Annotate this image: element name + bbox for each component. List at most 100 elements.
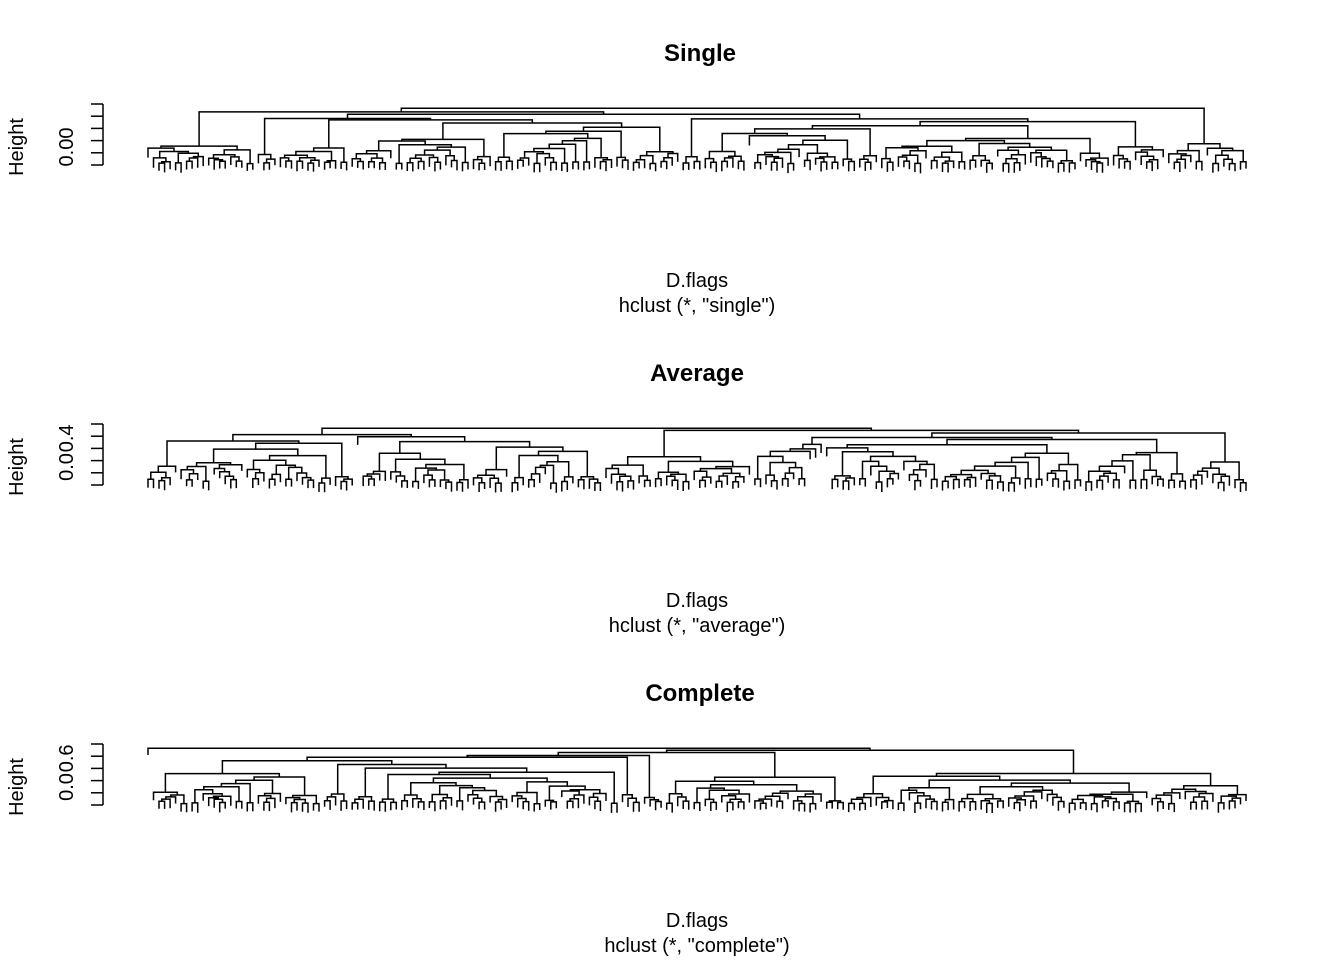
dendrogram-link bbox=[944, 475, 958, 482]
dendrogram-link bbox=[158, 800, 166, 809]
dendrogram-link bbox=[721, 794, 737, 803]
dendrogram-link bbox=[394, 458, 446, 472]
dendrogram-link bbox=[351, 802, 359, 810]
dendrogram-link bbox=[343, 478, 353, 486]
dendrogram-link bbox=[696, 787, 725, 803]
dendrogram-link bbox=[779, 790, 814, 794]
dendrogram-link bbox=[185, 160, 193, 170]
dendrogram-link bbox=[980, 799, 991, 810]
dendrogram-link bbox=[792, 800, 803, 810]
dendrogram-link bbox=[737, 801, 745, 810]
dendrogram-link bbox=[946, 438, 1158, 453]
dendrogram-link bbox=[364, 767, 528, 797]
dendrogram-link bbox=[164, 772, 281, 793]
dendrogram-link bbox=[395, 162, 403, 170]
dendrogram-link bbox=[414, 154, 435, 159]
dendrogram-link bbox=[550, 482, 558, 493]
dendrogram-link bbox=[1140, 155, 1155, 165]
dendrogram-link bbox=[978, 142, 1031, 156]
dendrogram-link bbox=[919, 463, 936, 480]
dendrogram-link bbox=[268, 454, 327, 479]
dendrogram-link bbox=[573, 137, 602, 158]
dendrogram-link bbox=[908, 786, 951, 800]
dendrogram-link bbox=[158, 479, 166, 491]
dendrogram-link bbox=[1198, 792, 1214, 802]
y-axis-label: Height bbox=[6, 758, 28, 816]
dendrogram-link bbox=[425, 463, 465, 480]
dendrogram-link bbox=[254, 471, 265, 482]
dendrogram-link bbox=[461, 161, 469, 172]
dendrogram-link bbox=[544, 157, 555, 166]
dendrogram-link bbox=[1180, 154, 1192, 163]
dendrogram-link bbox=[966, 476, 977, 487]
dendrogram-link bbox=[312, 802, 320, 812]
dendrogram-link bbox=[1013, 801, 1021, 812]
dendrogram-link bbox=[754, 800, 764, 809]
dendrogram-link bbox=[708, 789, 740, 800]
dendrogram-link bbox=[1046, 793, 1058, 802]
dendrogram-link bbox=[401, 480, 409, 488]
dendrogram-link bbox=[930, 159, 938, 170]
dendrogram-link bbox=[1093, 796, 1112, 804]
dendrogram-link bbox=[1176, 158, 1187, 169]
dendrogram-link bbox=[950, 473, 973, 478]
dendrogram-link bbox=[235, 800, 243, 809]
dendrogram-panel-single: Single D.flags hclust (*, "single") Heig… bbox=[6, 40, 1247, 317]
dendrogram-link bbox=[771, 792, 789, 800]
x-axis-label: D.flags bbox=[666, 270, 728, 292]
dendrogram-link bbox=[1223, 158, 1233, 167]
dendrogram-link bbox=[285, 160, 293, 169]
dendrogram-link bbox=[961, 797, 974, 802]
dendrogram-link bbox=[1052, 478, 1060, 488]
dendrogram-link bbox=[406, 161, 414, 172]
dendrogram-link bbox=[1085, 158, 1097, 167]
dendrogram-link bbox=[478, 162, 486, 171]
dendrogram-link bbox=[1002, 162, 1010, 173]
dendrogram-link bbox=[412, 798, 422, 808]
method-label: hclust (*, "single") bbox=[619, 295, 775, 317]
dendrogram-link bbox=[1007, 797, 1022, 807]
dendrogram-link bbox=[872, 775, 1001, 794]
dendrogram-link bbox=[758, 798, 773, 807]
dendrogram-link bbox=[1096, 479, 1104, 490]
dendrogram-link bbox=[909, 149, 927, 159]
dendrogram-link bbox=[177, 152, 200, 163]
dendrogram-link bbox=[903, 460, 928, 471]
dendrogram-link bbox=[754, 478, 762, 488]
dendrogram-link bbox=[654, 800, 662, 811]
dendrogram-link bbox=[621, 794, 633, 803]
dendrogram-link bbox=[886, 161, 894, 172]
dendrogram-link bbox=[804, 793, 822, 802]
dendrogram-link bbox=[798, 802, 806, 812]
dendrogram-link bbox=[889, 472, 900, 480]
dendrogram-link bbox=[458, 786, 486, 801]
dendrogram-link bbox=[665, 749, 1075, 774]
dendrogram-link bbox=[326, 159, 337, 169]
dendrogram-link bbox=[701, 476, 712, 484]
dendrogram-link bbox=[1035, 156, 1047, 167]
dendrogram-link bbox=[885, 146, 919, 159]
dendrogram-link bbox=[580, 475, 595, 480]
dendrogram-link bbox=[803, 159, 811, 171]
dendrogram-link bbox=[704, 157, 715, 169]
dendrogram-link bbox=[1112, 479, 1120, 489]
dendrogram-link bbox=[635, 158, 646, 169]
dendrogram-link bbox=[1126, 800, 1140, 804]
y-axis: 0.00.6 bbox=[56, 743, 104, 806]
dendrogram-link bbox=[627, 480, 635, 490]
dendrogram-link bbox=[1046, 472, 1057, 482]
dendrogram-link bbox=[1068, 802, 1076, 814]
dendrogram-link bbox=[721, 132, 789, 152]
dendrogram-link bbox=[1168, 479, 1176, 489]
dendrogram-link bbox=[861, 460, 880, 479]
dendrogram-link bbox=[1220, 475, 1231, 486]
dendrogram-link bbox=[969, 159, 977, 170]
dendrogram-link bbox=[764, 151, 792, 164]
dendrogram-link bbox=[439, 800, 447, 810]
dendrogram-link bbox=[1099, 475, 1109, 483]
dendrogram-link bbox=[561, 162, 569, 172]
dendrogram-link bbox=[257, 795, 272, 804]
dendrogram-link bbox=[676, 796, 687, 807]
dendrogram-link bbox=[1176, 149, 1200, 162]
dendrogram-link bbox=[594, 482, 602, 491]
